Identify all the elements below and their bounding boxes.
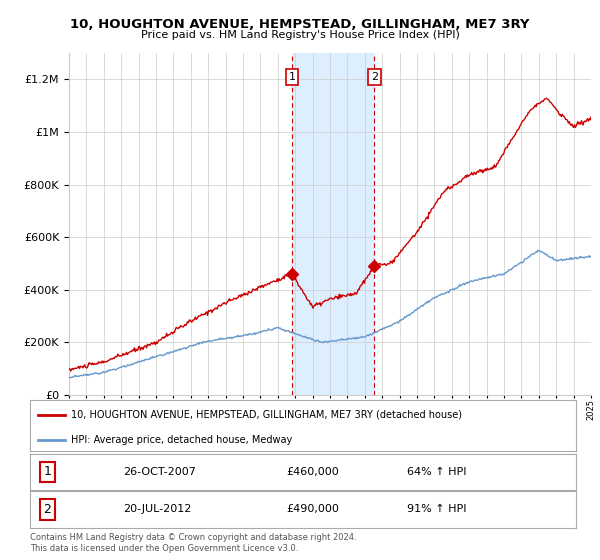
Text: 91% ↑ HPI: 91% ↑ HPI: [407, 505, 466, 514]
Text: 10, HOUGHTON AVENUE, HEMPSTEAD, GILLINGHAM, ME7 3RY (detached house): 10, HOUGHTON AVENUE, HEMPSTEAD, GILLINGH…: [71, 409, 462, 419]
Text: 26-OCT-2007: 26-OCT-2007: [123, 467, 196, 477]
Bar: [292, 53, 374, 395]
Text: £490,000: £490,000: [287, 505, 340, 514]
Text: HPI: Average price, detached house, Medway: HPI: Average price, detached house, Medw…: [71, 435, 292, 445]
Text: 2: 2: [371, 72, 378, 82]
Text: Contains HM Land Registry data © Crown copyright and database right 2024.
This d: Contains HM Land Registry data © Crown c…: [30, 533, 356, 553]
Text: 1: 1: [44, 465, 52, 478]
Text: 10, HOUGHTON AVENUE, HEMPSTEAD, GILLINGHAM, ME7 3RY: 10, HOUGHTON AVENUE, HEMPSTEAD, GILLINGH…: [70, 18, 530, 31]
Text: 64% ↑ HPI: 64% ↑ HPI: [407, 467, 466, 477]
Text: Price paid vs. HM Land Registry's House Price Index (HPI): Price paid vs. HM Land Registry's House …: [140, 30, 460, 40]
Text: £460,000: £460,000: [287, 467, 340, 477]
Text: 20-JUL-2012: 20-JUL-2012: [123, 505, 191, 514]
Text: 1: 1: [289, 72, 296, 82]
Text: 2: 2: [44, 503, 52, 516]
